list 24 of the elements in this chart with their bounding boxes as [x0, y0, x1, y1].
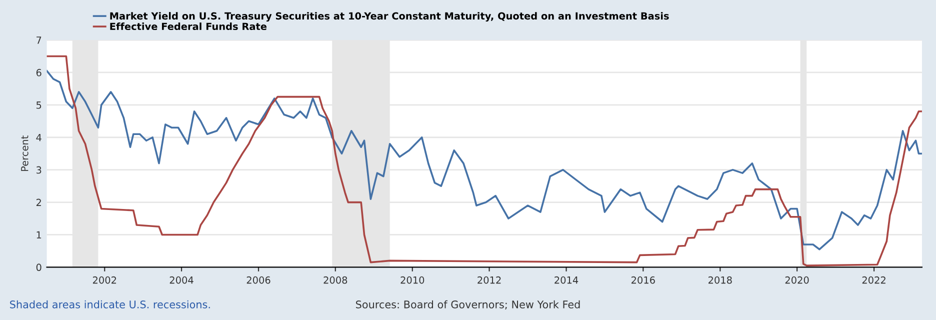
y-tick-label: 3	[36, 166, 42, 174]
y-axis-title: Percent	[21, 136, 28, 171]
x-tick-label: 2006	[246, 276, 270, 284]
x-tick-label: 2008	[324, 276, 348, 284]
y-tick-label: 6	[36, 68, 42, 76]
source-note: Sources: Board of Governors; New York Fed	[356, 300, 580, 310]
text: Shaded areas indicate U.S. recessions.	[10, 300, 210, 308]
y-tick-label: 7	[36, 36, 42, 44]
y-tick-label: 0	[36, 264, 42, 272]
y-tick-label: 5	[36, 102, 42, 109]
x-tick-label: 2004	[170, 276, 194, 284]
x-tick-label: 2010	[400, 276, 424, 284]
y-tick-label: 4	[36, 134, 42, 142]
y-tick-label: 2	[36, 198, 41, 206]
x-tick-label: 2014	[554, 276, 578, 284]
y-tick-label: 1	[36, 231, 42, 238]
legend-label: Market Yield on U.S. Treasury Securities at 10-Year Constant Maturity, Quoted on an Investment Basis	[110, 12, 669, 22]
x-tick-label: 2018	[708, 276, 732, 284]
x-tick-label: 2020	[785, 276, 809, 284]
x-tick-label: 2022	[862, 276, 886, 284]
x-tick-label: 2016	[632, 276, 655, 284]
x-tick-label: 2012	[478, 276, 501, 284]
legend-label: Effective Federal Funds Rate	[110, 22, 267, 30]
x-tick-label: 2002	[92, 276, 116, 284]
